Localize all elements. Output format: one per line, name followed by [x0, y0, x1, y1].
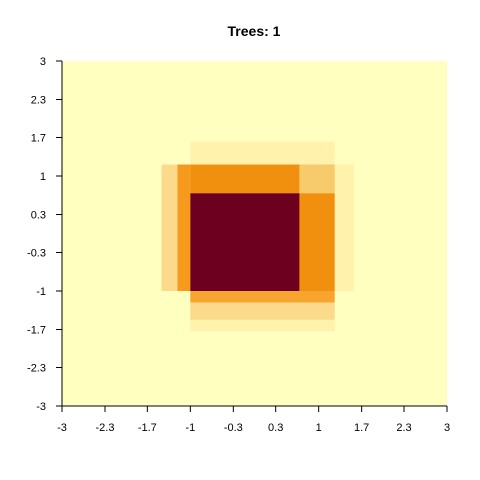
y-tick-label-4: -0.3: [27, 247, 46, 259]
x-tick-label-5: 0.3: [268, 422, 283, 434]
x-tick-label-4: -0.3: [224, 422, 243, 434]
x-axis: -3 -2.3 -1.7 -1 -0.3 0.3 1 1.7 2.3 3: [57, 406, 450, 434]
heatmap-region-8: [190, 291, 334, 303]
x-tick-label-7: 1.7: [354, 422, 369, 434]
y-tick-label-1: -2.3: [27, 362, 46, 374]
x-tick-label-0: -3: [57, 422, 67, 434]
heatmap-region-9: [190, 193, 299, 291]
y-tick-label-6: 1: [40, 171, 46, 183]
y-tick-label-9: 3: [40, 56, 46, 68]
y-tick-label-5: 0.3: [31, 210, 46, 222]
y-tick-label-7: 1.7: [31, 132, 46, 144]
x-tick-label-8: 2.3: [396, 422, 411, 434]
y-tick-label-8: 2.3: [31, 95, 46, 107]
heatmap-region-7: [299, 193, 334, 291]
x-tick-label-1: -2.3: [96, 422, 115, 434]
x-tick-label-9: 3: [444, 422, 450, 434]
x-tick-label-2: -1.7: [138, 422, 157, 434]
plot-area: [62, 61, 447, 406]
heatmap-region-2: [161, 165, 177, 292]
x-tick-label-3: -1: [185, 422, 195, 434]
y-tick-label-3: -1: [36, 286, 46, 298]
heatmap-region-4: [299, 165, 334, 194]
heatmap-region-6: [190, 165, 299, 194]
y-axis: -3 -2.3 -1.7 -1 -0.3 0.3 1 1.7 2.3 3: [27, 56, 62, 413]
y-tick-label-2: -1.7: [27, 325, 46, 337]
chart-title: Trees: 1: [228, 23, 281, 39]
heatmap-region-3: [190, 303, 334, 320]
y-tick-label-0: -3: [36, 401, 46, 413]
heatmap-region-5: [178, 165, 191, 292]
x-tick-label-6: 1: [316, 422, 322, 434]
